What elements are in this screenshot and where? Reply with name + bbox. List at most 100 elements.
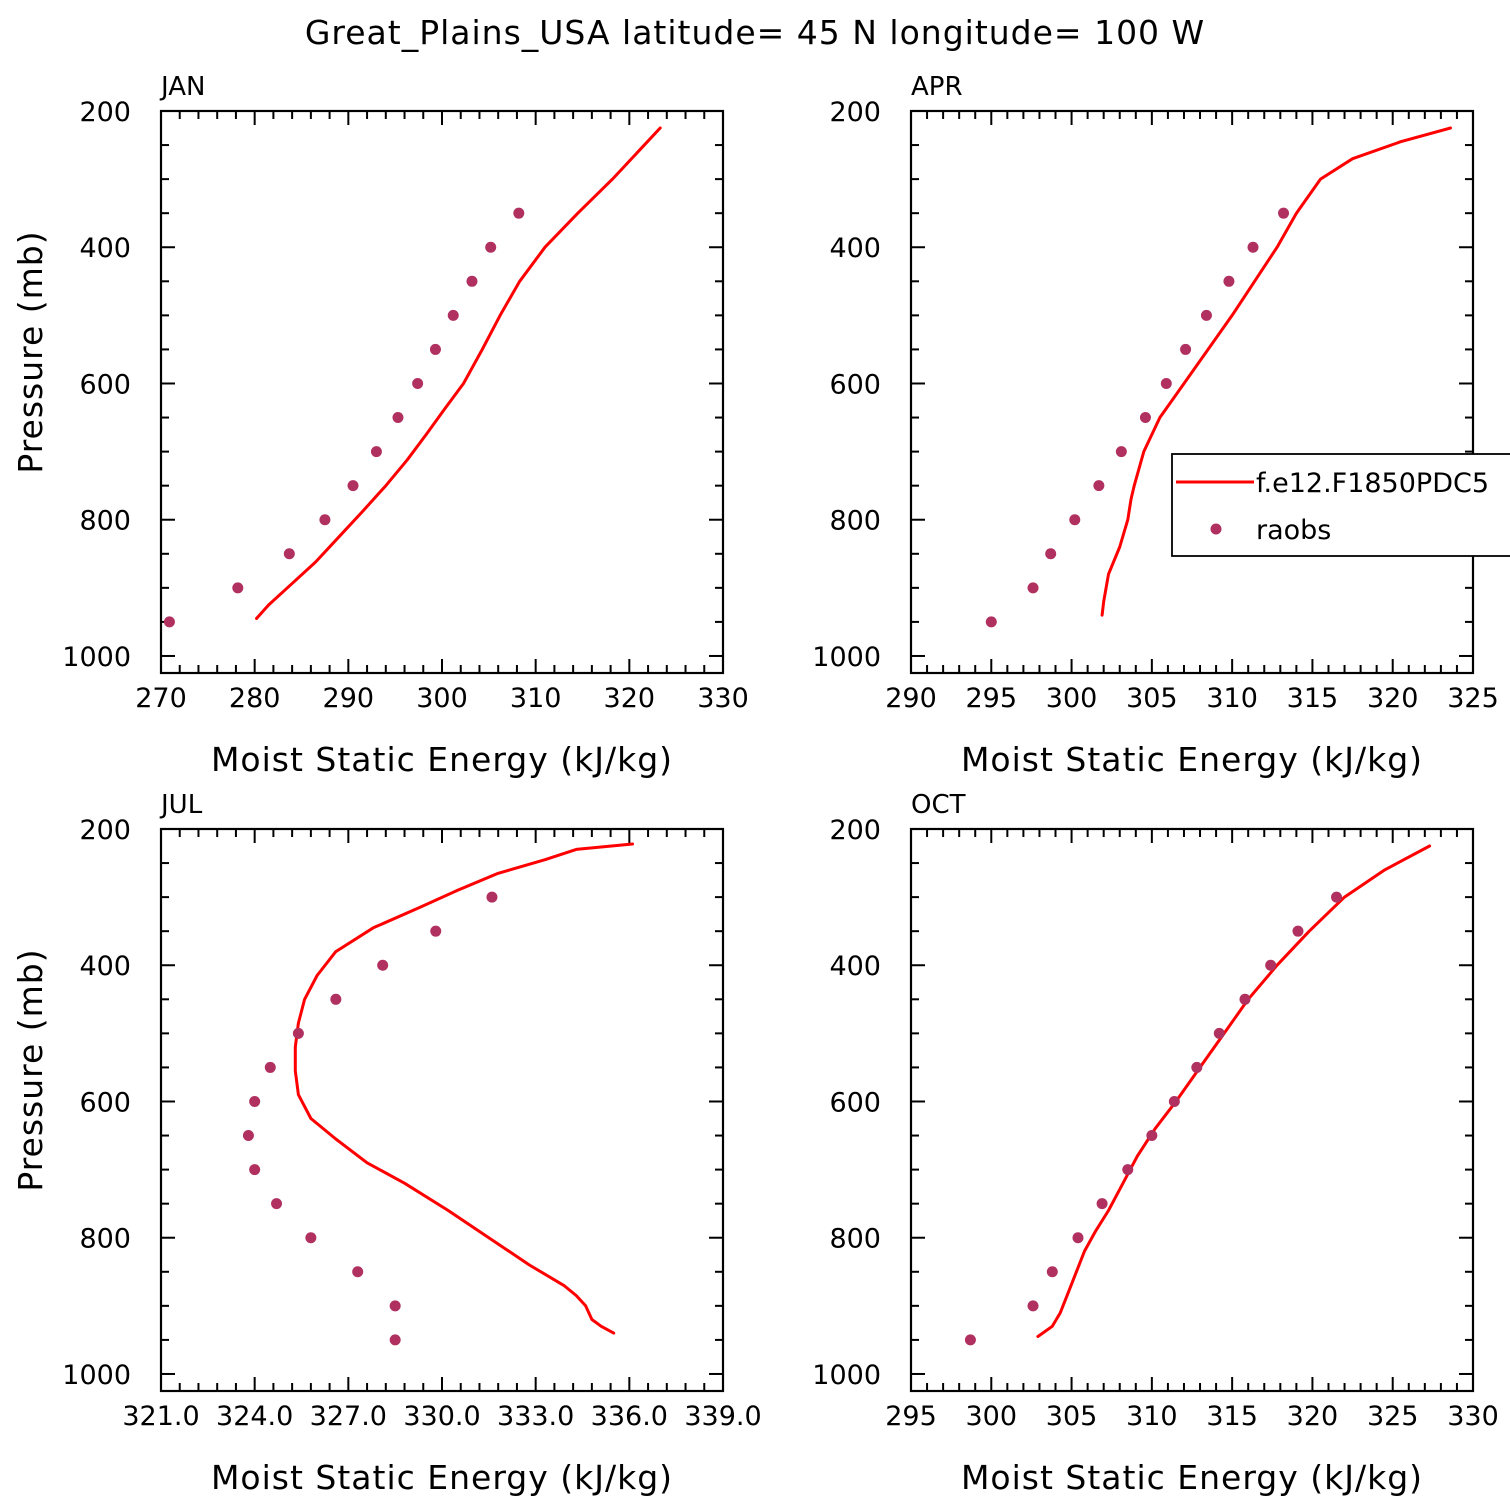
panel-label-jul: JUL	[159, 790, 203, 820]
legend-entry-model: f.e12.F1850PDC5	[1256, 468, 1489, 499]
y-tick-label: 1000	[812, 642, 881, 673]
legend: f.e12.F1850PDC5 raobs	[1171, 453, 1510, 557]
x-axis-label: Moist Static Energy (kJ/kg)	[211, 1458, 673, 1497]
raobs-point	[430, 925, 442, 937]
y-tick-label: 600	[829, 1087, 881, 1118]
raobs-point	[466, 275, 478, 287]
chart-panel-oct: 295 300 305 310 315 320 325 330 200 400 600 800 1000…	[812, 790, 1498, 1497]
x-tick-label: 321.0	[122, 1401, 199, 1432]
x-tick-label: 310	[510, 683, 562, 714]
y-tick-label: 800	[79, 506, 131, 537]
x-axis-label: Moist Static Energy (kJ/kg)	[211, 740, 673, 779]
x-tick-label: 333.0	[497, 1401, 574, 1432]
raobs-point	[389, 1334, 401, 1346]
y-tick-label: 600	[79, 369, 131, 400]
x-tick-label: 300	[416, 683, 468, 714]
y-tick-label: 400	[79, 951, 131, 982]
y-tick-label: 600	[79, 1087, 131, 1118]
raobs-point	[1331, 891, 1343, 903]
series-line-f-e12-f1850pdc5	[293, 842, 634, 1335]
raobs-point	[1139, 412, 1151, 424]
raobs-point	[1122, 1164, 1134, 1176]
raobs-point	[352, 1266, 364, 1278]
raobs-point	[249, 1095, 261, 1107]
raobs-point	[330, 993, 342, 1005]
y-axis-label: Pressure (mb)	[11, 230, 50, 473]
y-tick-label: 400	[829, 233, 881, 264]
series-group	[985, 126, 1452, 628]
x-axis-label: Moist Static Energy (kJ/kg)	[961, 1458, 1423, 1497]
raobs-point	[370, 446, 382, 458]
raobs-point	[964, 1334, 976, 1346]
panel-label-apr: APR	[911, 72, 963, 102]
series-group	[163, 126, 662, 628]
raobs-point	[1045, 548, 1057, 560]
raobs-point	[392, 412, 404, 424]
x-tick-label: 290	[323, 683, 375, 714]
y-tick-label: 200	[829, 815, 881, 846]
x-tick-label: 327.0	[310, 1401, 387, 1432]
raobs-point	[1146, 1130, 1158, 1142]
x-tick-label: 325	[1447, 683, 1499, 714]
x-tick-label: 310	[1126, 1401, 1178, 1432]
y-tick-label: 1000	[62, 1360, 131, 1391]
x-tick-label: 295	[966, 683, 1018, 714]
y-tick-label: 1000	[812, 1360, 881, 1391]
chart-panel-jan: 270 280 290 300 310 320 330 200 400 600 800 1000 JAN…	[11, 72, 749, 779]
y-tick-label: 200	[829, 97, 881, 128]
raobs-point	[1027, 1300, 1039, 1312]
raobs-point	[1027, 582, 1039, 594]
x-tick-label: 300	[1046, 683, 1098, 714]
raobs-point	[447, 309, 459, 321]
raobs-point	[1200, 309, 1212, 321]
y-tick-label: 400	[829, 951, 881, 982]
plot-frame	[159, 109, 725, 675]
legend-box	[1171, 453, 1510, 557]
x-tick-label: 290	[885, 683, 937, 714]
raobs-point	[1069, 514, 1081, 526]
legend-marker-swatch	[1210, 523, 1222, 535]
raobs-point	[232, 582, 244, 594]
raobs-point	[242, 1130, 254, 1142]
x-tick-label: 330	[697, 683, 749, 714]
panel-label-oct: OCT	[911, 790, 966, 820]
raobs-point	[1247, 241, 1259, 253]
panel-label-jan: JAN	[159, 72, 205, 102]
x-tick-label: 305	[1126, 683, 1178, 714]
series-line-f-e12-f1850pdc5	[1036, 844, 1432, 1338]
raobs-point	[985, 616, 997, 628]
plot-frame	[159, 827, 725, 1393]
x-tick-label: 305	[1046, 1401, 1098, 1432]
raobs-point	[1168, 1095, 1180, 1107]
raobs-point	[1096, 1198, 1108, 1210]
x-tick-label: 300	[966, 1401, 1018, 1432]
x-tick-label: 310	[1206, 683, 1258, 714]
x-tick-label: 270	[135, 683, 187, 714]
x-tick-label: 295	[885, 1401, 937, 1432]
x-tick-label: 315	[1287, 683, 1339, 714]
x-tick-label: 330	[1447, 1401, 1499, 1432]
y-tick-label: 200	[79, 97, 131, 128]
y-tick-label: 600	[829, 369, 881, 400]
panels-group: 270 280 290 300 310 320 330 200 400 600 800 1000 JAN…	[11, 72, 1510, 1497]
x-tick-label: 339.0	[684, 1401, 761, 1432]
raobs-point	[1213, 1027, 1225, 1039]
raobs-point	[305, 1232, 317, 1244]
x-tick-label: 325	[1367, 1401, 1419, 1432]
raobs-point	[429, 343, 441, 355]
series-line-f-e12-f1850pdc5	[1100, 126, 1452, 617]
raobs-point	[513, 207, 525, 219]
raobs-point	[377, 959, 389, 971]
series-group	[242, 842, 634, 1346]
raobs-point	[485, 241, 497, 253]
raobs-point	[1046, 1266, 1058, 1278]
y-tick-label: 200	[79, 815, 131, 846]
x-tick-label: 315	[1206, 1401, 1258, 1432]
y-tick-label: 800	[829, 1224, 881, 1255]
x-tick-label: 320	[604, 683, 656, 714]
plot-frame	[909, 827, 1475, 1393]
x-tick-label: 336.0	[591, 1401, 668, 1432]
raobs-point	[1278, 207, 1290, 219]
raobs-point	[249, 1164, 261, 1176]
